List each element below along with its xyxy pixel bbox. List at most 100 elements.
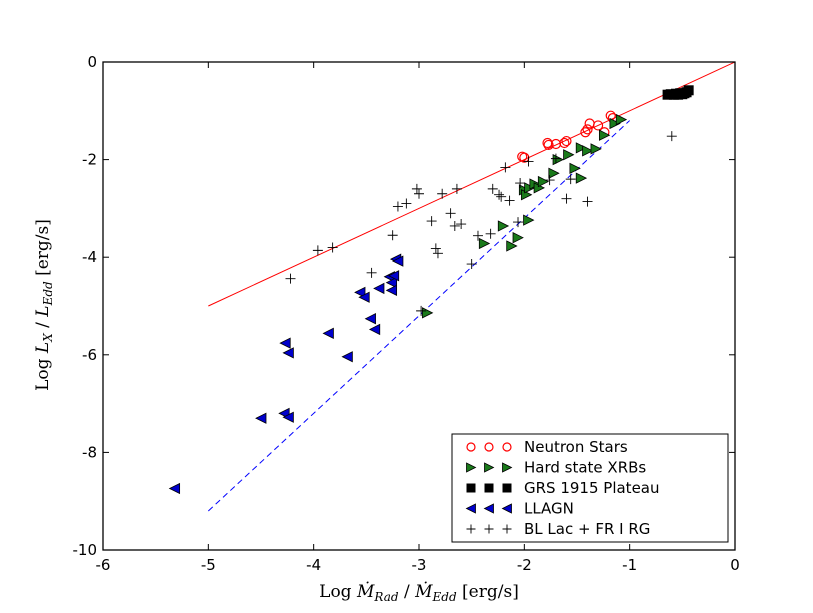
point-bl-lac-fr-i-rg	[487, 183, 498, 194]
point-neutron-stars	[559, 137, 570, 149]
point-bl-lac-fr-i-rg	[513, 217, 524, 228]
point-bl-lac-fr-i-rg	[472, 230, 483, 241]
point-bl-lac-fr-i-rg	[366, 267, 377, 278]
y-tick-label: -10	[73, 541, 98, 559]
point-llagn	[341, 351, 353, 363]
point-bl-lac-fr-i-rg	[550, 153, 561, 164]
point-hard-state-xrbs	[582, 145, 594, 157]
point-hard-state-xrbs	[598, 129, 611, 141]
point-bl-lac-fr-i-rg	[561, 193, 572, 204]
legend: Neutron Stars Hard state XRBs GRS 1915 Pla…	[451, 433, 729, 543]
legend-entry: GRS 1915 Plateau	[466, 479, 660, 497]
legend-box	[451, 433, 729, 543]
point-hard-state-xrbs	[497, 220, 510, 232]
legend-marker-icon	[466, 524, 476, 534]
point-bl-lac-fr-i-rg	[485, 228, 496, 239]
point-hard-state-xrbs	[609, 117, 621, 130]
point-bl-lac-fr-i-rg	[494, 189, 505, 200]
point-bl-lac-fr-i-rg	[666, 131, 677, 142]
point-bl-lac-fr-i-rg	[432, 248, 443, 259]
legend-marker-icon	[483, 503, 494, 514]
point-neutron-stars	[580, 127, 591, 138]
point-llagn	[255, 412, 267, 424]
legend-marker-icon	[501, 503, 512, 514]
point-hard-state-xrbs	[537, 175, 550, 188]
x-tick-label: -2	[517, 556, 532, 574]
point-grs-1915-plateau	[683, 85, 694, 96]
axis-ticks	[102, 61, 736, 551]
x-tick-label: -6	[96, 556, 111, 574]
legend-label: BL Lac + FR I RG	[524, 520, 650, 538]
legend-entry: BL Lac + FR I RG	[466, 520, 650, 538]
point-llagn	[364, 313, 376, 325]
point-bl-lac-fr-i-rg	[565, 174, 576, 185]
point-bl-lac-fr-i-rg	[445, 208, 456, 219]
point-llagn	[358, 291, 370, 303]
point-bl-lac-fr-i-rg	[430, 243, 441, 254]
legend-marker-icon	[484, 483, 494, 493]
point-bl-lac-fr-i-rg	[456, 219, 467, 230]
legend-marker-icon	[466, 462, 477, 473]
point-hard-state-xrbs	[552, 153, 564, 166]
point-neutron-stars	[592, 120, 604, 131]
point-hard-state-xrbs	[523, 214, 535, 226]
point-llagn	[322, 327, 334, 339]
point-hard-state-xrbs	[478, 237, 491, 250]
point-hard-state-xrbs	[575, 172, 588, 184]
point-hard-state-xrbs	[506, 240, 518, 252]
point-bl-lac-fr-i-rg	[327, 242, 338, 253]
point-bl-lac-fr-i-rg	[416, 305, 427, 316]
legend-marker-icon	[484, 524, 494, 534]
x-tick-label: -3	[412, 556, 427, 574]
point-hard-state-xrbs	[422, 307, 434, 319]
point-llagn	[368, 323, 381, 336]
point-neutron-stars	[561, 135, 572, 147]
y-tick-label: -8	[82, 443, 97, 461]
x-tick-label: -5	[201, 556, 216, 574]
point-bl-lac-fr-i-rg	[414, 188, 424, 199]
fit-line-1	[208, 62, 735, 307]
point-bl-lac-fr-i-rg	[387, 230, 398, 241]
legend-marker-icon	[484, 442, 494, 452]
point-llagn	[279, 337, 291, 349]
point-neutron-stars	[543, 139, 554, 151]
legend-label: Hard state XRBs	[524, 459, 646, 477]
point-hard-state-xrbs	[575, 142, 588, 154]
x-axis-label: Log ṀRad / ṀEdd [erg/s]	[319, 581, 519, 604]
point-hard-state-xrbs	[548, 167, 560, 179]
y-tick-label: -4	[82, 248, 97, 266]
legend-marker-icon	[465, 503, 476, 514]
point-hard-state-xrbs	[563, 149, 575, 161]
legend-label: Neutron Stars	[524, 438, 628, 456]
legend-entry: Hard state XRBs	[466, 459, 646, 477]
point-llagn	[168, 482, 181, 495]
x-tick-label: 0	[730, 556, 740, 574]
point-hard-state-xrbs	[615, 113, 628, 126]
legend-entry: LLAGN	[465, 500, 574, 518]
point-bl-lac-fr-i-rg	[466, 259, 477, 270]
point-bl-lac-fr-i-rg	[437, 188, 448, 199]
legend-label: GRS 1915 Plateau	[524, 479, 660, 497]
point-llagn	[282, 411, 294, 423]
point-llagn	[354, 286, 366, 298]
point-hard-state-xrbs	[512, 232, 524, 244]
data-points	[168, 85, 694, 495]
point-llagn	[392, 255, 404, 267]
point-llagn	[387, 270, 400, 282]
legend-entry: Neutron Stars	[466, 438, 628, 456]
point-bl-lac-fr-i-rg	[544, 175, 555, 186]
legend-marker-icon	[466, 442, 476, 452]
point-llagn	[282, 347, 294, 359]
point-llagn	[385, 284, 398, 297]
point-bl-lac-fr-i-rg	[401, 198, 412, 209]
point-llagn	[385, 276, 398, 289]
point-bl-lac-fr-i-rg	[515, 178, 526, 189]
y-tick-label: 0	[87, 53, 97, 71]
point-llagn	[373, 282, 385, 295]
point-neutron-stars	[582, 124, 593, 135]
y-axis-label: Log LX / LEdd [erg/s]	[33, 219, 55, 391]
point-bl-lac-fr-i-rg	[312, 245, 323, 256]
y-tick-label: -2	[82, 151, 97, 169]
point-bl-lac-fr-i-rg	[449, 220, 460, 231]
x-tick-label: -1	[622, 556, 637, 574]
